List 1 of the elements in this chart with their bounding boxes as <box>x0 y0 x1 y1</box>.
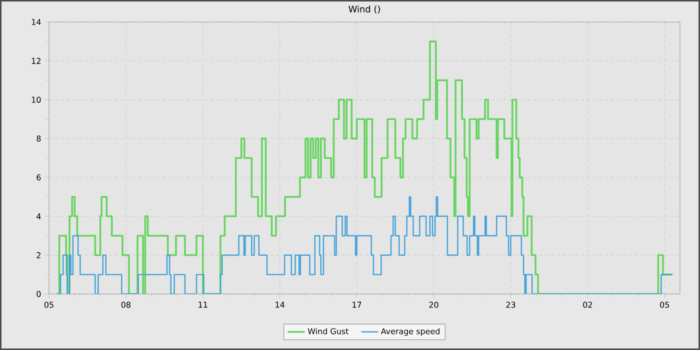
chart-title: Wind () <box>348 6 380 14</box>
